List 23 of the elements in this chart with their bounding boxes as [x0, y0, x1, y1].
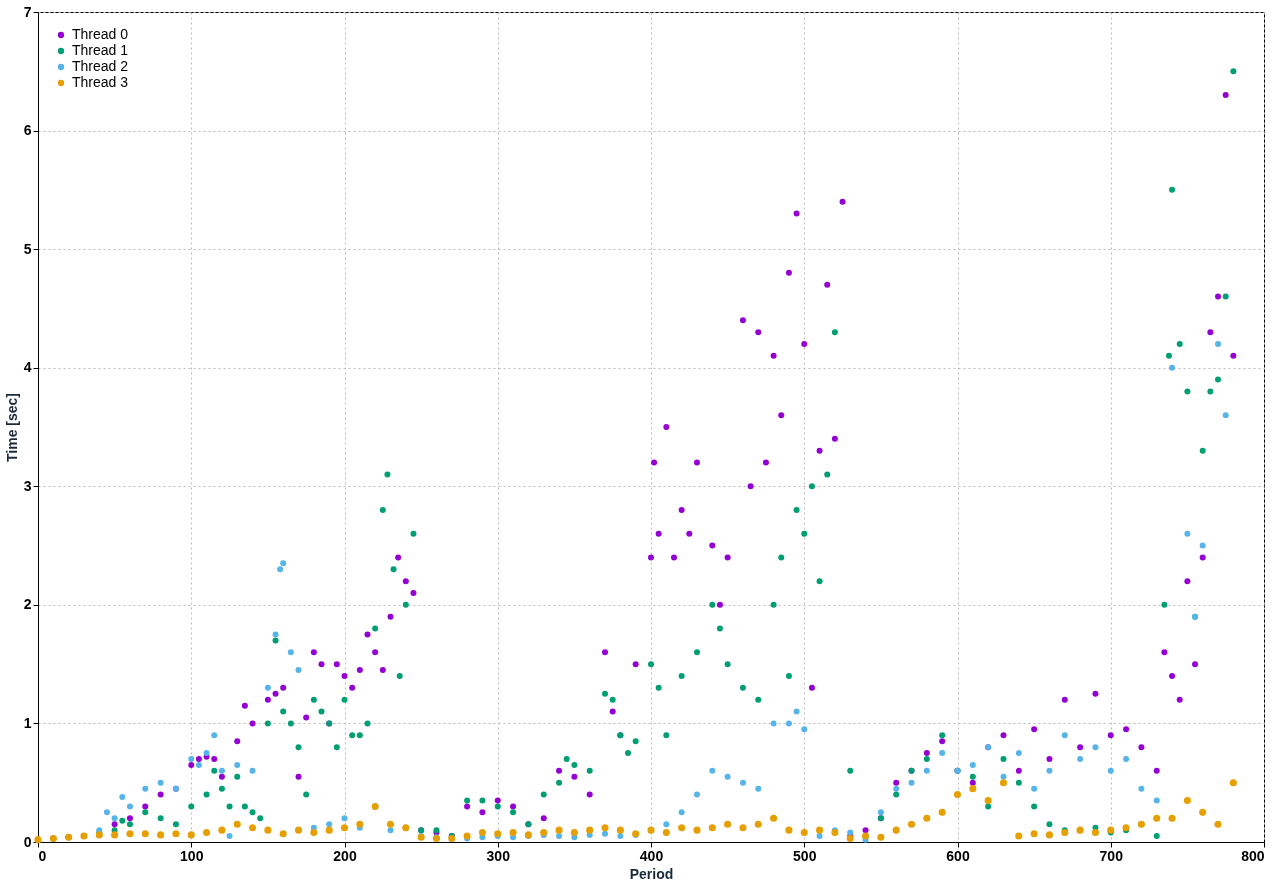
y-tick-label: 1 [23, 714, 32, 731]
y-tick-label: 2 [23, 596, 32, 613]
x-axis-title: Period [629, 865, 674, 882]
x-tick-label: 200 [333, 847, 357, 864]
legend-label: Thread 3 [72, 74, 129, 90]
x-tick-label: 500 [793, 847, 817, 864]
y-tick-label: 0 [23, 833, 32, 850]
x-tick-label: 400 [639, 847, 664, 864]
y-tick-label: 7 [23, 3, 32, 20]
legend-label: Thread 2 [72, 58, 129, 74]
y-tick-label: 5 [23, 240, 32, 257]
y-tick-label: 6 [23, 122, 32, 139]
x-tick-label: 300 [486, 847, 511, 864]
x-tick-label: 700 [1099, 847, 1124, 864]
x-tick-label: 600 [946, 847, 970, 864]
x-tick-label: 800 [1241, 847, 1265, 864]
x-tick-label: 100 [180, 847, 204, 864]
legend-label: Thread 0 [72, 26, 129, 42]
legend-label: Thread 1 [72, 42, 129, 58]
x-tick-label: 0 [38, 847, 47, 864]
y-tick-label: 4 [23, 359, 32, 376]
y-axis-title: Time [sec] [3, 393, 20, 462]
y-tick-label: 3 [23, 477, 32, 494]
